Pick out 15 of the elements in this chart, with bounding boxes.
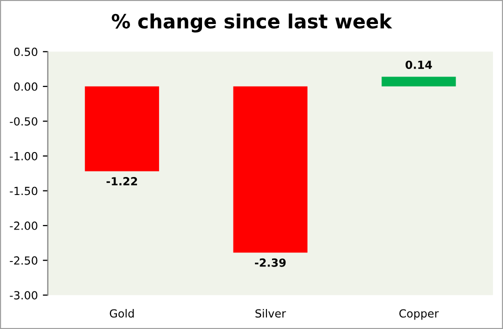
y-tick-label: -2.50	[10, 256, 38, 265]
x-tick-label: Silver	[255, 309, 286, 318]
y-tick-label: 0.50	[14, 48, 38, 56]
y-tick-label: -1.00	[10, 152, 38, 160]
y-tick-label: -0.50	[10, 117, 38, 126]
data-label: -1.22	[106, 177, 138, 186]
data-label: -2.39	[254, 258, 286, 267]
y-tick-label: -1.50	[10, 186, 38, 196]
x-tick-label: Copper	[399, 309, 439, 320]
y-tick-label: 0.00	[14, 82, 38, 91]
y-tick-label: -2.00	[10, 222, 38, 230]
y-tick-label: -3.00	[10, 291, 38, 300]
data-label: 0.14	[406, 60, 432, 69]
x-tick-label: Gold	[110, 309, 134, 318]
chart-title: % change since last week	[112, 14, 392, 33]
